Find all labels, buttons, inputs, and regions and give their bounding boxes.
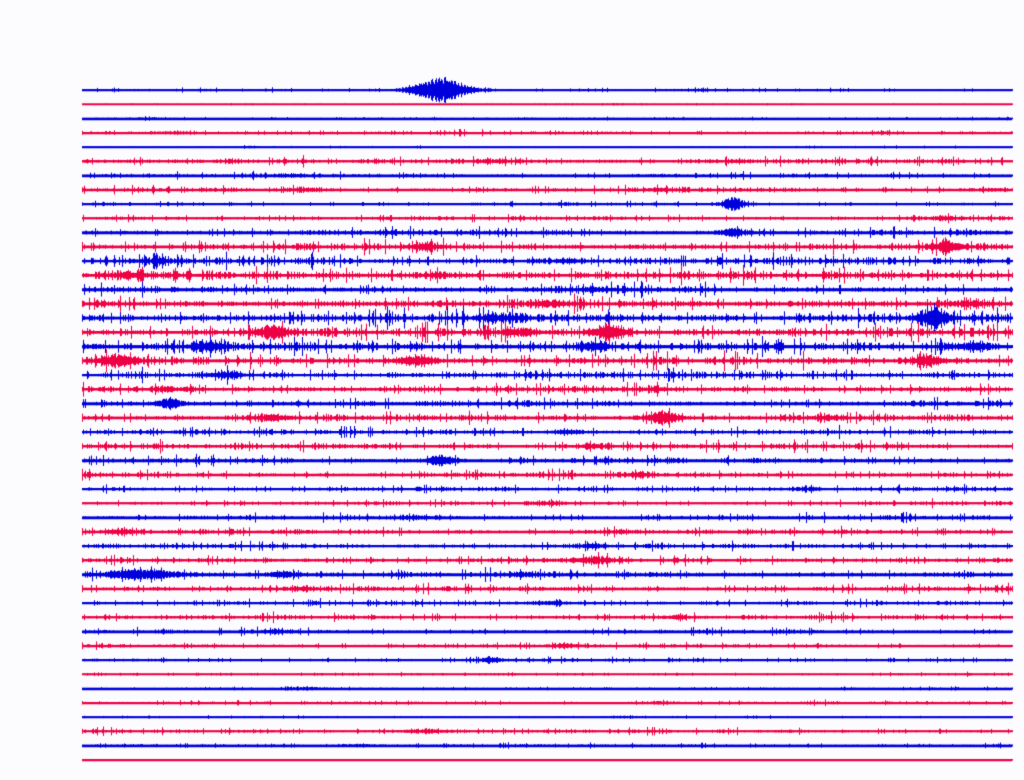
helicorder-page: HT PAEK, Florina Applied filter: WWSSN-S… bbox=[0, 0, 1024, 780]
seismogram-trace-canvas bbox=[0, 0, 1024, 780]
